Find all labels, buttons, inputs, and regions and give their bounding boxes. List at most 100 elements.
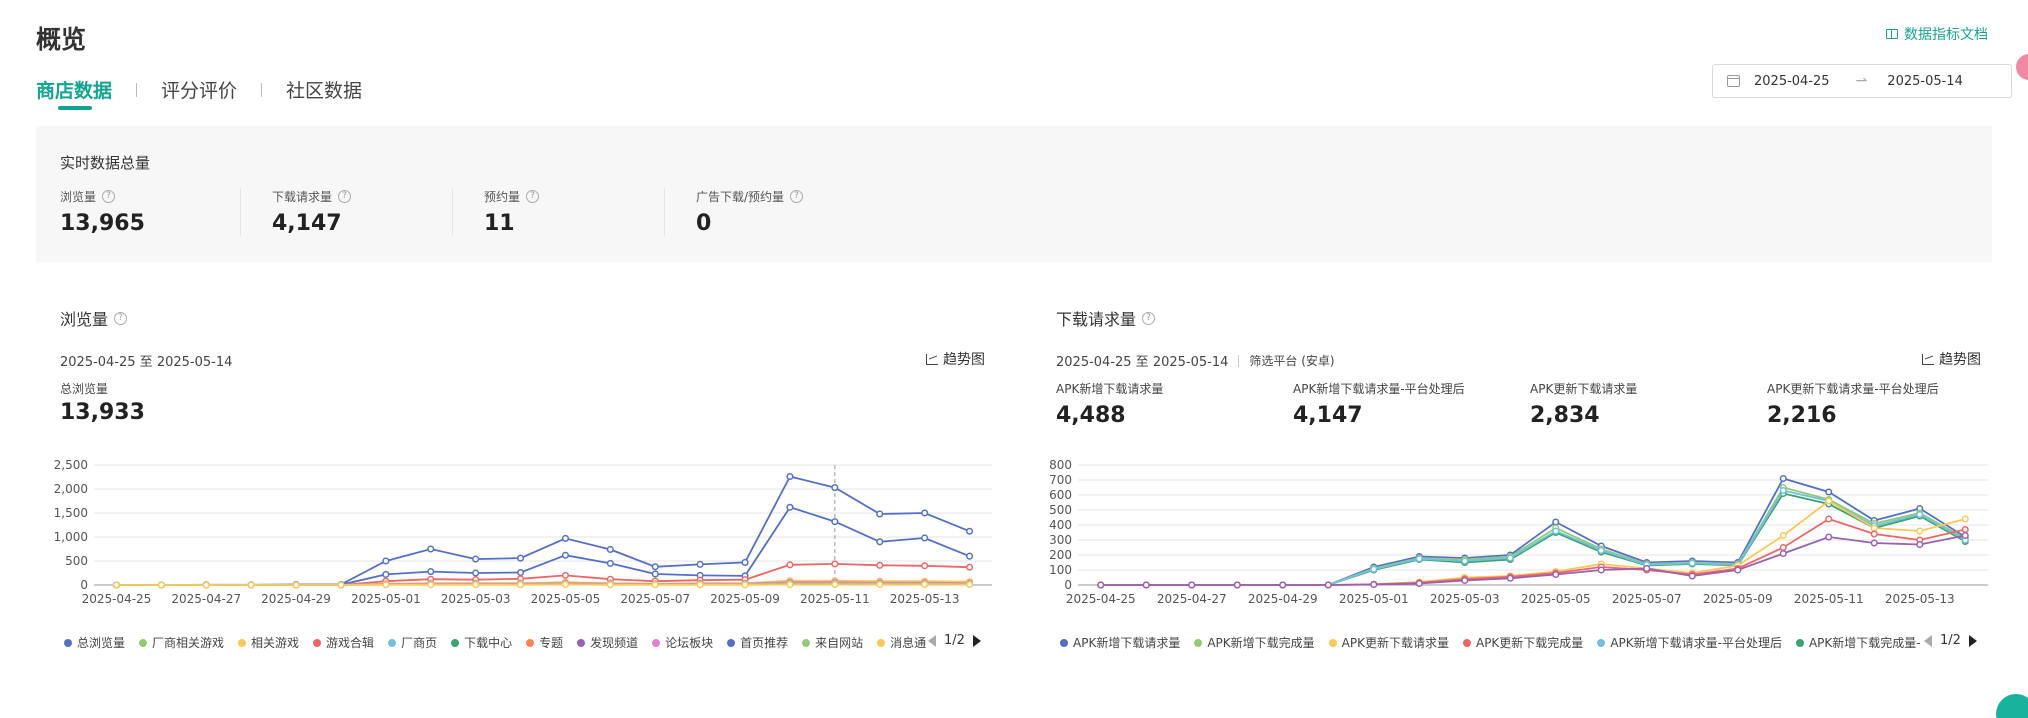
legend-item[interactable]: 首页推荐	[727, 634, 788, 651]
prev-page-icon[interactable]	[928, 634, 936, 647]
legend-item[interactable]: 专题	[526, 634, 563, 651]
doc-link[interactable]: 数据指标文档	[1886, 24, 1988, 44]
legend-item[interactable]: 相关游戏	[238, 634, 299, 651]
help-icon[interactable]: ?	[1142, 311, 1156, 325]
metric-value: 4,488	[1056, 403, 1126, 428]
data-point	[831, 518, 839, 526]
views-trend-button[interactable]: 趋势图	[926, 349, 985, 369]
data-point	[1552, 570, 1560, 579]
metric-label: 广告下载/预约量	[696, 190, 785, 204]
x-tick-label: 2025-05-05	[531, 592, 601, 606]
series-line	[116, 583, 970, 586]
legend-label: 厂商页	[401, 636, 438, 650]
help-icon[interactable]: ?	[338, 190, 352, 203]
data-point	[1870, 530, 1878, 538]
y-tick-label: 800	[1049, 458, 1072, 472]
legend-dot	[652, 638, 661, 647]
legend-item[interactable]: APK新增下载完成量	[1194, 634, 1315, 651]
data-point	[561, 534, 570, 542]
help-icon[interactable]: ?	[102, 190, 116, 203]
date-end[interactable]: 2025-05-14	[1887, 73, 1963, 89]
next-page-icon[interactable]	[972, 634, 981, 647]
data-point	[427, 568, 435, 576]
legend-dot	[64, 638, 72, 647]
legend-item[interactable]: APK更新下载完成量	[1462, 634, 1584, 651]
legend-item[interactable]: 厂商页	[388, 634, 437, 651]
trend-label: 趋势图	[1939, 352, 1981, 368]
legend-item[interactable]: 来自网站	[802, 634, 863, 651]
tab-bar: 商店数据 评分评价 社区数据	[36, 76, 363, 110]
book-icon	[1886, 29, 1898, 39]
data-point	[472, 581, 480, 589]
data-point	[606, 545, 614, 554]
legend-item[interactable]: 消息通知	[877, 634, 926, 651]
help-icon[interactable]: ?	[526, 190, 540, 203]
legend-item[interactable]: 厂商相关游戏	[139, 634, 224, 651]
data-point	[651, 563, 659, 571]
floating-avatar[interactable]	[2016, 54, 2028, 80]
legend-dot	[238, 638, 247, 647]
legend-item[interactable]: 论坛板块	[652, 634, 713, 651]
legend-item[interactable]: 发现频道	[577, 634, 638, 651]
y-tick-label: 500	[1049, 503, 1072, 517]
help-icon[interactable]: ?	[114, 311, 128, 325]
series-line	[1100, 534, 1966, 586]
y-tick-label: 400	[1049, 518, 1072, 532]
legend-item[interactable]: APK新增下载请求量	[1060, 634, 1180, 651]
data-point	[1961, 525, 1969, 534]
series-line	[1100, 518, 1966, 586]
data-point	[786, 503, 794, 511]
data-point	[786, 472, 794, 481]
legend-label: 来自网站	[815, 636, 864, 650]
data-point	[472, 555, 480, 563]
tab-store-data[interactable]: 商店数据	[36, 76, 112, 110]
data-point	[741, 558, 749, 566]
download-metric: APK更新下载请求量-平台处理后 2,216	[1767, 380, 1939, 428]
legend-item[interactable]: APK更新下载请求量	[1328, 634, 1449, 651]
legend-dot	[313, 638, 322, 647]
data-point	[1688, 559, 1696, 567]
series-line	[116, 506, 970, 586]
x-tick-label: 2025-04-29	[261, 592, 331, 606]
data-point	[1188, 581, 1196, 589]
legend-dot	[877, 638, 886, 647]
downloads-panel-title: 下载请求量 ?	[1056, 306, 1156, 330]
legend-item[interactable]: APK新增下载请求量-平台处理后	[1597, 634, 1782, 651]
data-point	[1779, 486, 1787, 495]
tab-community[interactable]: 社区数据	[286, 80, 363, 102]
legend-item[interactable]: APK新增下载完成量-平台处理后	[1795, 634, 1920, 651]
legend-label: 消息通知	[890, 636, 926, 650]
floating-action-button[interactable]	[1996, 694, 2028, 718]
data-point	[696, 581, 704, 589]
tab-ratings[interactable]: 评分评价	[161, 80, 238, 102]
date-start[interactable]: 2025-04-25	[1754, 73, 1830, 89]
legend-item[interactable]: 总浏览量	[64, 634, 125, 651]
data-point	[1506, 554, 1514, 562]
data-point	[247, 581, 255, 589]
downloads-trend-button[interactable]: 趋势图	[1922, 349, 1981, 369]
x-tick-label: 2025-05-03	[1430, 592, 1500, 606]
y-tick-label: 700	[1049, 473, 1072, 487]
prev-page-icon[interactable]	[1924, 634, 1932, 647]
help-icon[interactable]: ?	[790, 190, 804, 203]
next-page-icon[interactable]	[1968, 634, 1977, 647]
downloads-date-text: 2025-04-25 至 2025-05-14	[1056, 355, 1229, 370]
data-point	[1825, 533, 1833, 541]
legend-item[interactable]: 游戏合辑	[313, 634, 374, 651]
data-point	[876, 561, 884, 569]
legend-label: 游戏合辑	[326, 636, 375, 650]
metric-reservations: 预约量? 11	[484, 188, 540, 236]
divider	[240, 188, 241, 236]
data-point	[696, 560, 704, 568]
date-range-picker[interactable]: 2025-04-25 ⇀ 2025-05-14	[1712, 64, 2012, 98]
metric-label: APK新增下载请求量	[1056, 382, 1164, 396]
legend-item[interactable]: 下载中心	[451, 634, 512, 651]
legend-label: APK新增下载请求量	[1073, 636, 1181, 650]
legend-label: APK更新下载完成量	[1475, 636, 1584, 650]
trend-chart-icon	[926, 353, 938, 365]
x-tick-label: 2025-04-25	[1066, 592, 1136, 606]
platform-filter-text[interactable]: 筛选平台 (安卓)	[1249, 354, 1335, 368]
data-point	[921, 580, 929, 589]
data-point	[966, 580, 974, 589]
data-point	[651, 581, 659, 589]
